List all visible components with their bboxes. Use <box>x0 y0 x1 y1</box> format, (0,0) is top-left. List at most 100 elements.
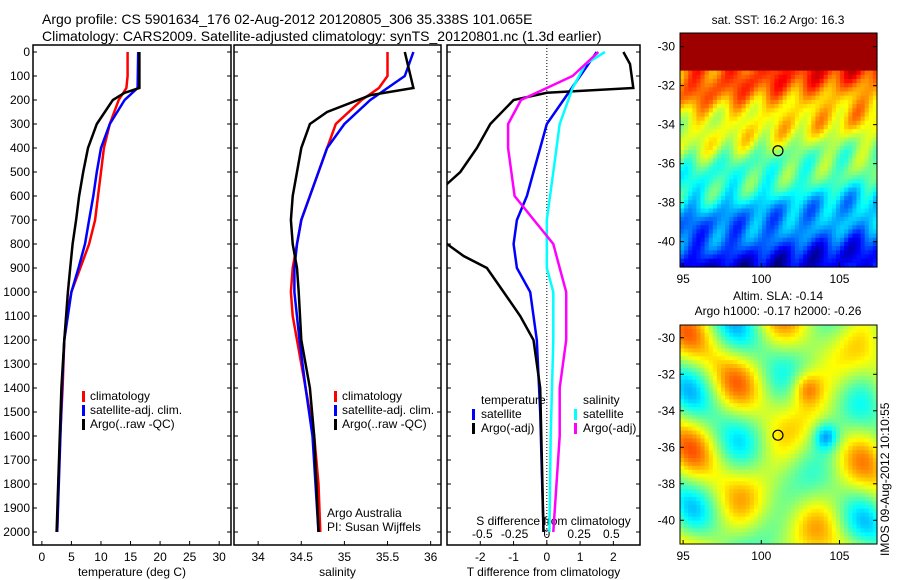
map-cell <box>704 469 710 475</box>
map-cell <box>737 237 743 243</box>
map-cell <box>766 208 771 214</box>
map-cell <box>799 497 804 502</box>
map-cell <box>725 414 730 420</box>
map-cell <box>799 254 804 260</box>
map-cell <box>770 336 775 342</box>
map-cell <box>782 254 788 260</box>
map-cell <box>811 37 817 42</box>
map-cell <box>753 387 759 393</box>
map-cell <box>827 170 833 176</box>
map-cell <box>700 37 706 42</box>
map-cell <box>803 328 808 334</box>
map-cell <box>807 348 812 353</box>
map-cell <box>790 493 796 498</box>
map-cell <box>799 368 804 373</box>
map-cell <box>753 237 759 243</box>
map-cell <box>716 450 722 455</box>
map-cell <box>794 37 800 42</box>
map-cell <box>803 383 808 389</box>
map-cell <box>753 99 759 105</box>
map-cell <box>856 241 862 247</box>
map-cell <box>803 528 808 533</box>
map-cell <box>835 95 841 101</box>
map-cell <box>692 204 698 210</box>
map-cell <box>688 383 693 389</box>
map-cell <box>733 162 739 168</box>
map-cell <box>696 368 702 373</box>
map-cell <box>799 191 804 197</box>
map-cell <box>819 442 825 447</box>
map-cell <box>708 78 714 84</box>
map-cell <box>774 414 780 420</box>
map-cell <box>721 325 726 330</box>
map-cell <box>774 352 780 357</box>
map-cell <box>790 191 796 197</box>
map-cell <box>721 62 726 68</box>
map-cell <box>733 112 739 118</box>
map-cell <box>770 187 775 193</box>
map-cell <box>712 233 718 239</box>
map-cell <box>692 532 698 537</box>
map-cell <box>762 422 767 428</box>
map-cell <box>733 504 739 510</box>
map-cell <box>704 116 710 122</box>
map-cell <box>807 191 812 197</box>
map-cell <box>774 137 780 143</box>
map-cell <box>831 254 837 260</box>
map-cell <box>835 195 841 201</box>
map-cell <box>680 395 685 400</box>
map-cell <box>733 438 739 443</box>
map-cell <box>815 45 821 51</box>
map-cell <box>762 154 767 159</box>
map-cell <box>762 414 767 420</box>
map-cell <box>680 360 685 365</box>
map-cell <box>757 540 763 545</box>
map-cell <box>762 145 767 151</box>
map-cell <box>753 418 759 424</box>
map-cell <box>766 74 771 80</box>
map-cell <box>811 83 817 88</box>
map-cell <box>757 340 763 346</box>
map-cell <box>774 70 780 76</box>
map-cell <box>782 414 788 420</box>
map-cell <box>733 225 739 230</box>
map-cell <box>774 328 780 334</box>
map-cell <box>770 403 775 408</box>
map-cell <box>762 407 767 412</box>
map-cell <box>770 485 775 490</box>
map-cell <box>835 49 841 55</box>
map-cell <box>786 383 792 389</box>
map-cell <box>708 104 714 109</box>
map-cell <box>872 262 878 268</box>
map-cell <box>696 418 702 424</box>
map-cell <box>835 137 841 143</box>
map-cell <box>757 442 763 447</box>
map-cell <box>721 461 726 467</box>
map-cell <box>757 78 763 84</box>
map-cell <box>856 229 862 235</box>
map-cell <box>753 504 759 510</box>
map-cell <box>753 233 759 239</box>
map-cell <box>782 520 788 526</box>
map-cell <box>827 411 833 416</box>
map-cell <box>753 532 759 537</box>
map-cell <box>749 62 755 68</box>
map-cell <box>774 175 780 180</box>
map-cell <box>704 450 710 455</box>
map-cell <box>807 154 812 159</box>
map-cell <box>811 375 817 381</box>
map-cell <box>790 414 796 420</box>
map-cell <box>704 399 710 404</box>
map-cell <box>741 37 747 42</box>
map-cell <box>716 332 722 338</box>
map-cell <box>741 58 747 63</box>
map-cell <box>712 344 718 350</box>
map-cell <box>786 258 792 264</box>
map-cell <box>831 87 837 93</box>
map-cell <box>815 332 821 338</box>
map-cell <box>680 233 685 239</box>
map-cell <box>774 204 780 210</box>
map-cell <box>729 262 734 268</box>
map-cell <box>729 195 734 201</box>
map-cell <box>725 344 730 350</box>
